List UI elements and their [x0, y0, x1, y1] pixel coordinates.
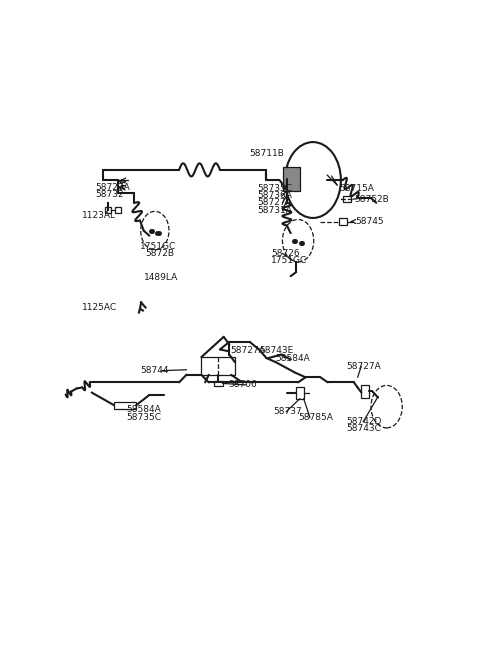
Bar — [296, 388, 304, 399]
Bar — [202, 357, 235, 374]
Text: 58711B: 58711B — [249, 149, 284, 158]
Text: 58735C: 58735C — [257, 183, 292, 193]
Bar — [343, 196, 351, 202]
Text: 58726: 58726 — [271, 249, 300, 258]
Text: 58736A: 58736A — [257, 191, 292, 200]
Text: 58584A: 58584A — [126, 405, 161, 414]
Text: 58743E: 58743E — [259, 346, 294, 355]
Text: 58735C: 58735C — [126, 413, 161, 422]
Text: 58743C: 58743C — [347, 424, 381, 434]
Text: 58732: 58732 — [96, 190, 124, 199]
Text: 58742D: 58742D — [347, 417, 382, 426]
Text: 1125AC: 1125AC — [82, 303, 117, 312]
Text: 1751GC: 1751GC — [271, 256, 308, 265]
Text: 58727A: 58727A — [257, 198, 292, 207]
Text: 58785A: 58785A — [298, 413, 333, 422]
Text: 1489LA: 1489LA — [144, 273, 178, 282]
Text: 58744: 58744 — [140, 366, 168, 375]
Text: 1123AL: 1123AL — [83, 211, 116, 220]
Bar — [114, 402, 136, 409]
Bar — [215, 381, 223, 386]
Text: 1751GC: 1751GC — [140, 242, 176, 251]
Text: 58727A: 58727A — [96, 183, 130, 192]
Text: 58752B: 58752B — [354, 194, 389, 204]
Bar — [283, 167, 300, 191]
Text: 58737: 58737 — [273, 407, 302, 417]
Text: 58727A: 58727A — [347, 362, 381, 371]
Text: 58706: 58706 — [228, 380, 257, 390]
Bar — [339, 218, 347, 225]
Text: 58731A: 58731A — [257, 206, 292, 215]
Text: 5872B: 5872B — [145, 250, 175, 258]
Bar — [115, 207, 121, 213]
Bar — [361, 385, 369, 397]
Text: 58745: 58745 — [356, 217, 384, 226]
Text: 58727A: 58727A — [230, 346, 265, 355]
Bar — [105, 207, 110, 213]
Text: 58584A: 58584A — [276, 354, 311, 363]
Text: 58715A: 58715A — [339, 183, 374, 193]
